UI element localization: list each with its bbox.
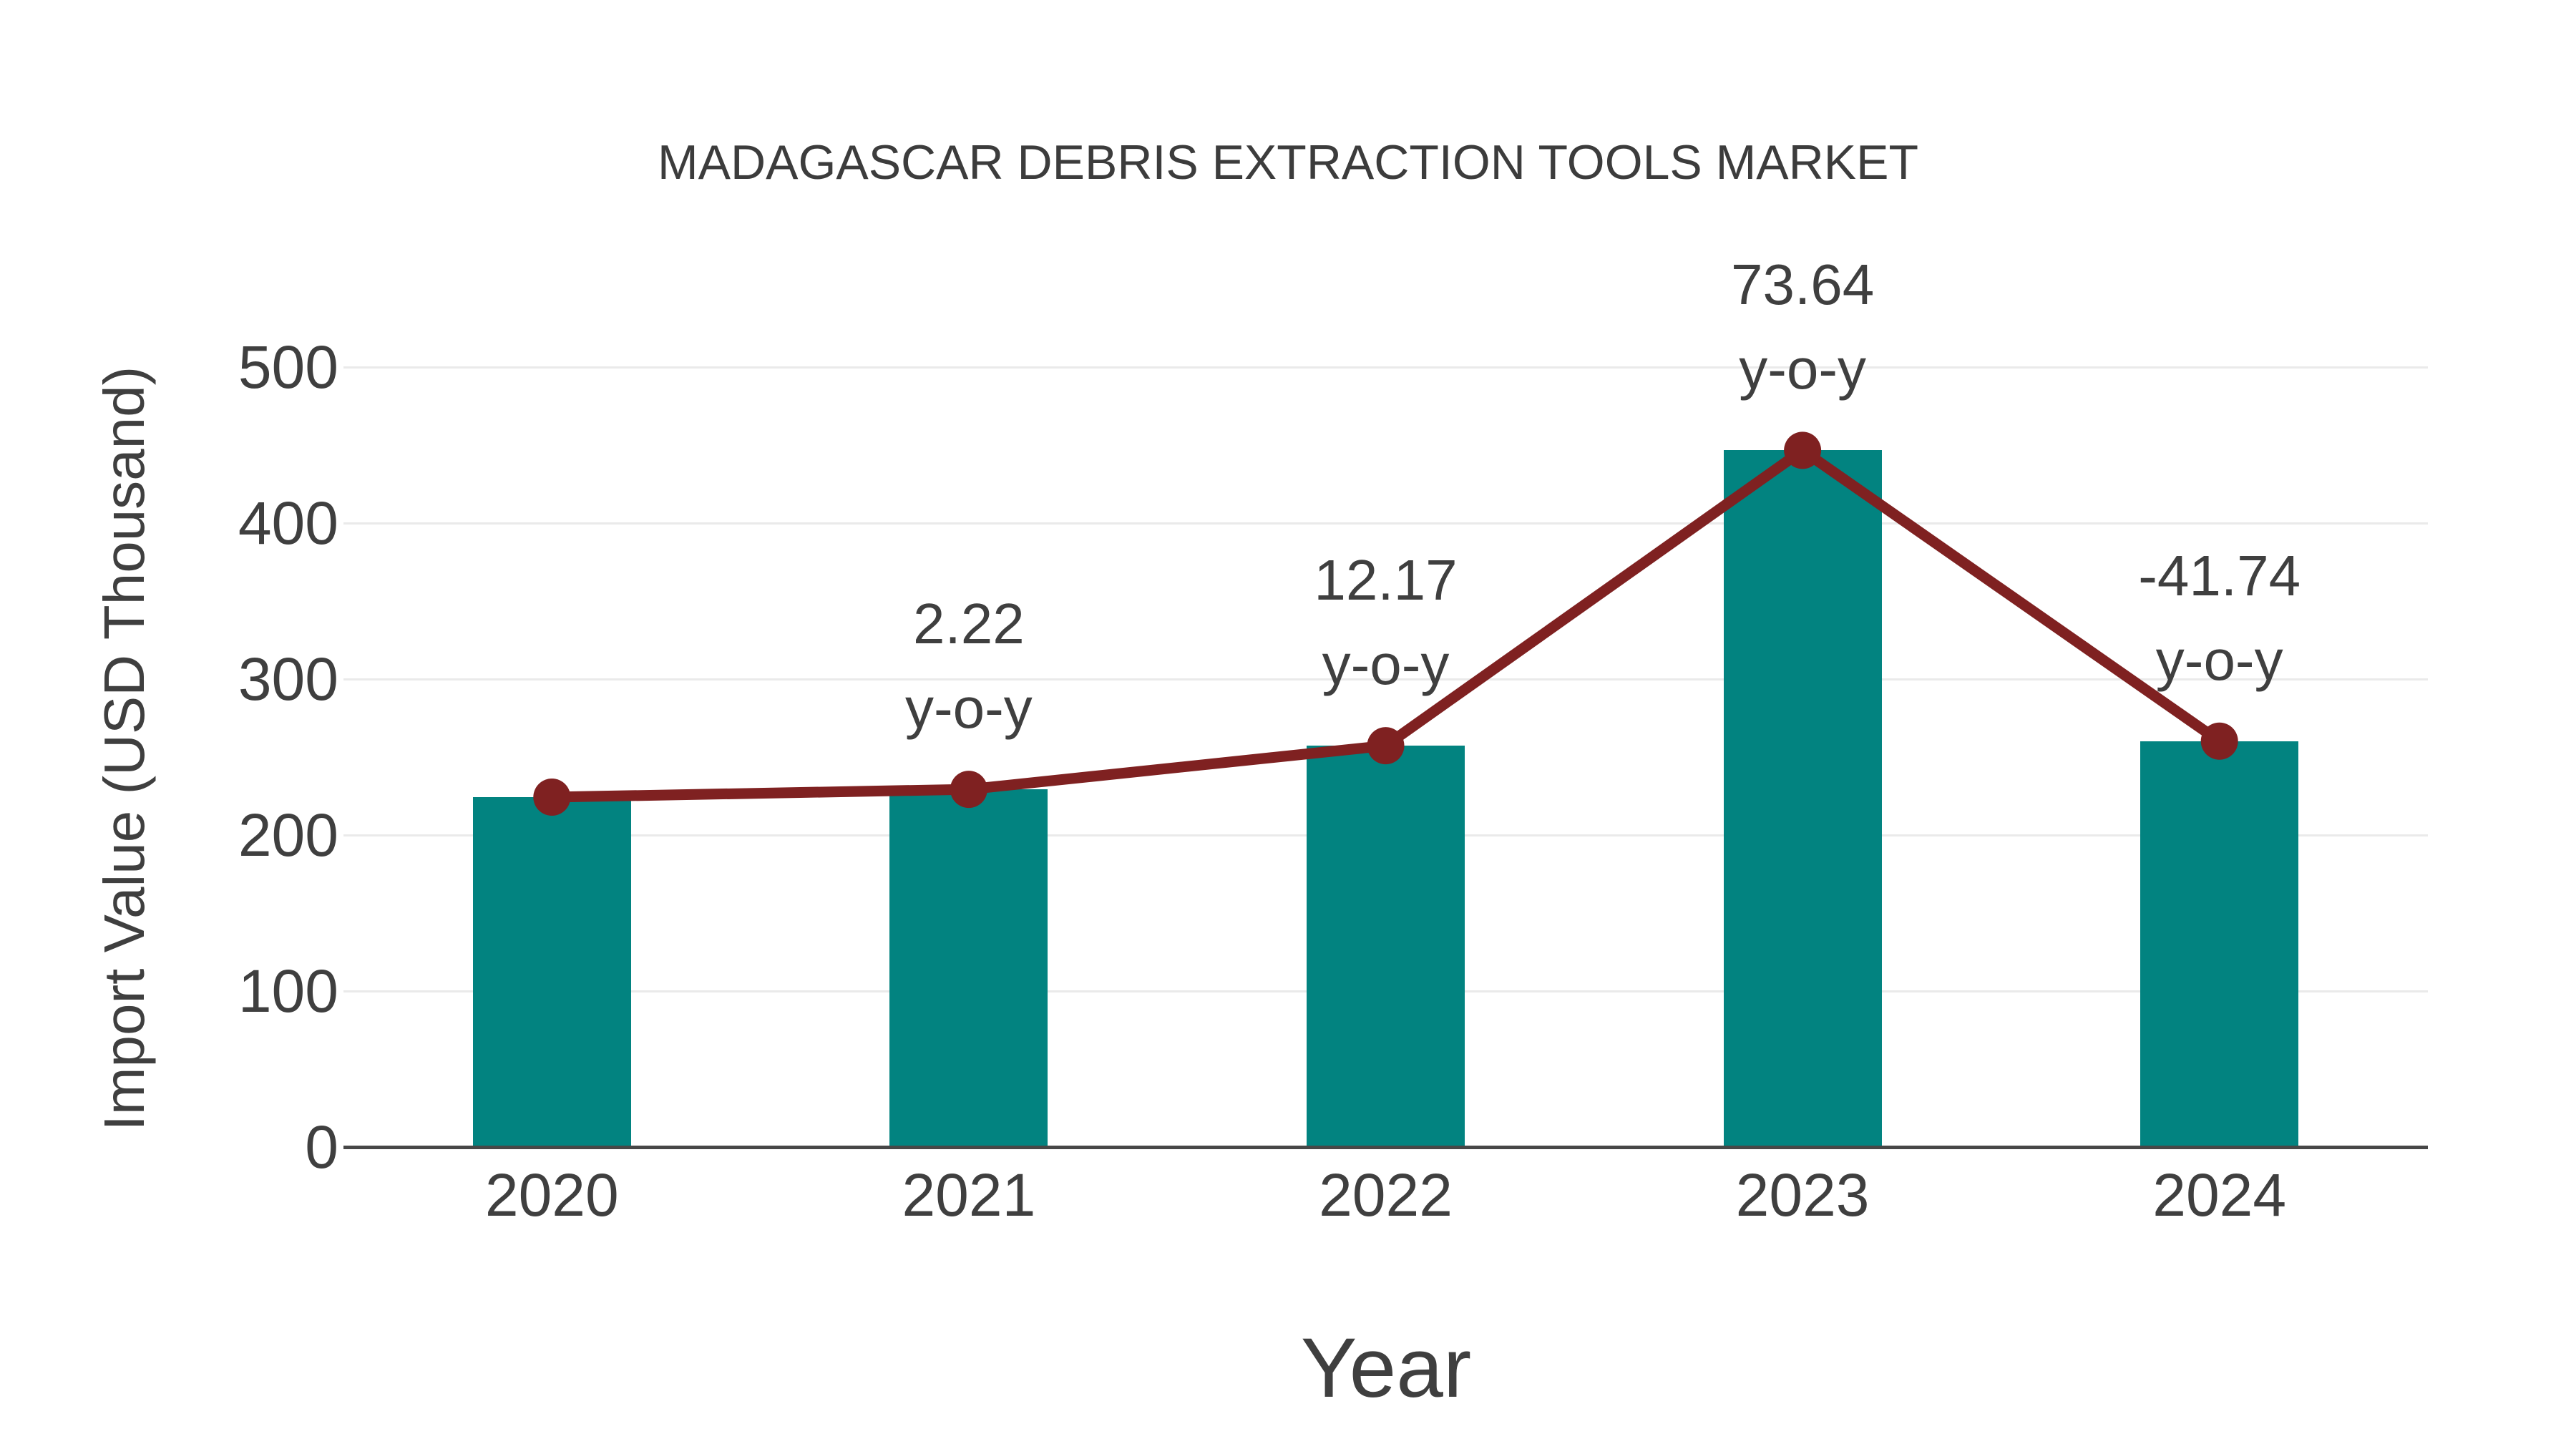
y-tick-label-300: 300 (238, 645, 338, 713)
trend-marker-2024 (2200, 722, 2238, 760)
trend-marker-2021 (950, 771, 987, 809)
annotation-suffix-2022: y-o-y (1322, 633, 1450, 697)
trend-marker-2022 (1367, 727, 1405, 765)
annotation-value-2021: 2.22 (913, 592, 1025, 656)
bar-2023 (1723, 450, 1882, 1147)
y-tick-label-400: 400 (238, 489, 338, 557)
bar-2020 (472, 797, 631, 1147)
gridline-500 (343, 366, 2428, 369)
y-tick-label-100: 100 (238, 957, 338, 1025)
bar-2024 (2140, 741, 2299, 1147)
y-tick-label-200: 200 (238, 801, 338, 869)
gridline-300 (343, 678, 2428, 680)
annotation-suffix-2023: y-o-y (1739, 337, 1866, 401)
trend-marker-2023 (1784, 431, 1822, 469)
x-tick-label-2022: 2022 (1319, 1161, 1453, 1229)
gridline-400 (343, 522, 2428, 525)
x-tick-label-2021: 2021 (902, 1161, 1036, 1229)
x-tick-label-2024: 2024 (2152, 1161, 2287, 1229)
y-tick-label-0: 0 (305, 1113, 338, 1181)
annotation-suffix-2024: y-o-y (2155, 628, 2283, 692)
annotation-suffix-2021: y-o-y (905, 676, 1033, 741)
bar-2022 (1307, 746, 1465, 1147)
chart-title: MADAGASCAR DEBRIS EXTRACTION TOOLS MARKE… (657, 135, 1919, 190)
annotation-2021: 2.22 y-o-y (740, 582, 1198, 751)
x-tick-label-2020: 2020 (484, 1161, 619, 1229)
x-tick-label-2023: 2023 (1735, 1161, 1870, 1229)
trend-marker-2020 (533, 779, 571, 816)
x-axis-line (343, 1146, 2428, 1149)
bar-2021 (889, 789, 1048, 1147)
annotation-2023: 73.64 y-o-y (1574, 243, 2031, 411)
annotation-value-2023: 73.64 (1730, 253, 1875, 317)
annotation-value-2024: -41.74 (2138, 543, 2301, 608)
annotation-2024: -41.74 y-o-y (1991, 534, 2449, 703)
y-tick-label-500: 500 (238, 333, 338, 401)
x-axis-title: Year (1300, 1321, 1472, 1415)
annotation-2022: 12.17 y-o-y (1157, 538, 1615, 707)
annotation-value-2022: 12.17 (1314, 548, 1458, 613)
